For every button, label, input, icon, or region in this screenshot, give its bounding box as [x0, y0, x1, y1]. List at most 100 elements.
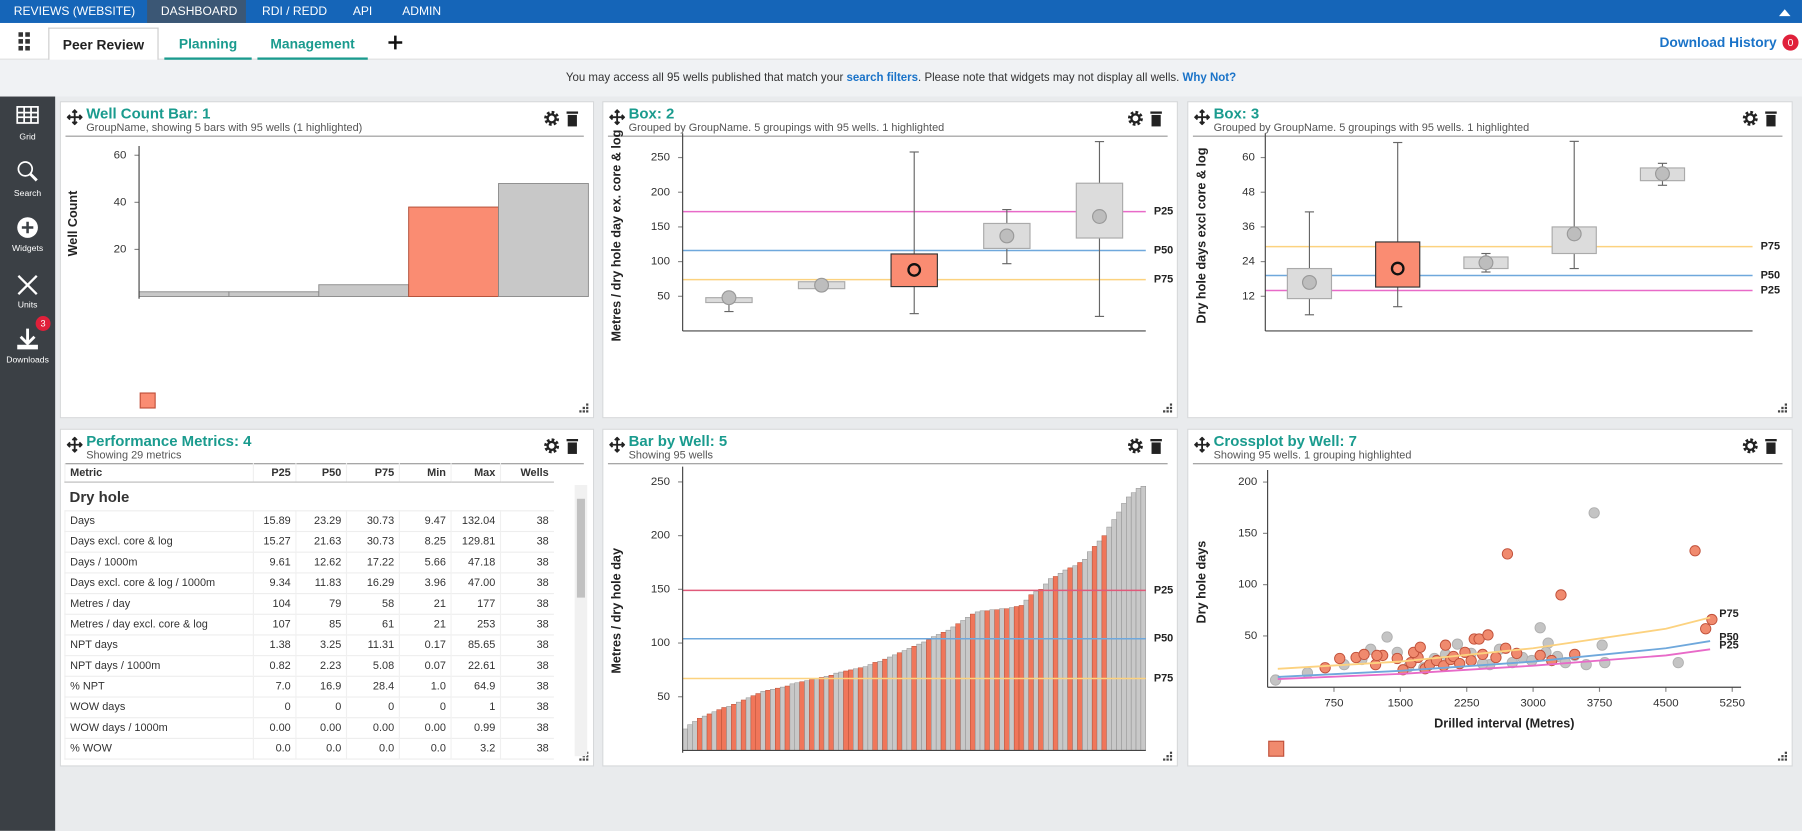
section-title: Dry hole — [64, 482, 554, 512]
widget-title: Well Count Bar: 1 — [86, 104, 211, 122]
column-header: P25 — [252, 463, 296, 483]
widget-subtitle: GroupName, showing 5 bars with 95 wells … — [86, 121, 363, 135]
move-handle[interactable] — [1194, 436, 1211, 453]
resize-handle[interactable] — [579, 403, 589, 413]
add-tab[interactable] — [387, 34, 403, 50]
cell: 177 — [450, 593, 501, 615]
download-history[interactable]: Download History — [1659, 34, 1777, 51]
collapse-icon[interactable] — [1777, 5, 1793, 19]
cell: Days excl. core & log — [64, 531, 254, 553]
cell: 21 — [398, 593, 452, 615]
cell: 107 — [252, 614, 296, 636]
table-row: WOW days / 1000m 0.00 0.00 0.00 0.00 0.99 38 — [64, 717, 554, 739]
notice-text: . Please note that widgets may not displ… — [918, 71, 1180, 85]
cell: NPT days / 1000m — [64, 655, 254, 677]
sidebar-icons — [16, 106, 39, 350]
apps-icon[interactable] — [18, 32, 34, 51]
sidebar-label[interactable]: Grid — [19, 131, 36, 142]
cell: 104 — [252, 593, 296, 615]
cell: 0 — [252, 697, 296, 719]
search-filters-link[interactable]: search filters — [846, 71, 919, 85]
why-not-link[interactable]: Why Not? — [1182, 71, 1237, 85]
widget-actions[interactable] — [1741, 109, 1780, 127]
widget-title: Box: 3 — [1213, 104, 1260, 122]
column-header: Min — [398, 463, 452, 483]
widget-subtitle: Grouped by GroupName. 5 groupings with 9… — [628, 121, 945, 135]
move-handle[interactable] — [1194, 109, 1211, 126]
resize-handle[interactable] — [1163, 751, 1173, 761]
cell: 38 — [499, 552, 554, 574]
metrics-table: Metric P25 P50 P75 Min Max Wells Dry hole Days 15… — [64, 463, 554, 760]
cell: NPT days — [64, 634, 254, 657]
cell: 85 — [295, 614, 347, 636]
move-handle[interactable] — [609, 109, 626, 126]
widget: Bar by Well: 5 Showing 95 wells — [602, 428, 1178, 767]
widget: Box: 3 Grouped by GroupName. 5 groupings … — [1187, 101, 1793, 419]
widget-title: Performance Metrics: 4 — [86, 432, 252, 450]
sub-tab[interactable]: Management — [257, 28, 368, 60]
top-tab[interactable]: REVIEWS (WEBSITE) — [13, 4, 136, 19]
widget-title: Box: 2 — [628, 104, 675, 122]
cell: 58 — [345, 593, 400, 615]
widget-actions[interactable] — [1741, 437, 1780, 455]
download-badge: 0 — [1782, 34, 1799, 51]
cell: % NPT — [64, 676, 254, 698]
column-header: P75 — [345, 463, 400, 483]
widget-actions[interactable] — [542, 109, 581, 127]
cell: 61 — [345, 614, 400, 636]
sidebar-badge: 3 — [35, 316, 51, 331]
sidebar-label[interactable]: Downloads — [6, 354, 49, 365]
cell: 0.82 — [252, 655, 296, 677]
resize-handle[interactable] — [1777, 403, 1788, 413]
sidebar-label[interactable]: Search — [13, 187, 42, 199]
sidebar-label[interactable]: Widgets — [12, 243, 44, 254]
resize-handle[interactable] — [1777, 751, 1788, 761]
resize-handle[interactable] — [1163, 403, 1173, 413]
cell: 0.00 — [345, 717, 400, 739]
table-row: Days 15.89 23.29 30.73 9.47 132.04 38 — [64, 510, 554, 533]
widget-subtitle: Showing 95 wells. 1 grouping highlighted — [1213, 449, 1412, 462]
divider — [607, 463, 1168, 465]
cell: 38 — [499, 510, 554, 533]
widget-actions[interactable] — [542, 437, 581, 455]
table-row: NPT days 1.38 3.25 11.31 0.17 85.65 38 — [64, 634, 554, 657]
cell: WOW days — [64, 697, 254, 719]
table-row: WOW days 0 0 0 0 1 38 — [64, 697, 554, 719]
cell: 3.2 — [450, 738, 501, 760]
scroll-thumb — [576, 498, 585, 598]
widget-actions[interactable] — [1126, 109, 1165, 127]
move-handle[interactable] — [609, 436, 626, 453]
sub-tab[interactable]: Planning — [164, 28, 252, 60]
cell: 38 — [499, 531, 554, 553]
table-row: Metres / day 104 79 58 21 177 38 — [64, 593, 554, 615]
cell: 16.29 — [345, 572, 400, 595]
sub-nav — [0, 22, 1802, 60]
cell: 21.63 — [295, 531, 347, 553]
cell: 253 — [450, 614, 501, 636]
top-tab[interactable]: ADMIN — [402, 4, 442, 19]
top-tab[interactable]: DASHBOARD — [160, 4, 238, 19]
cell: 5.66 — [398, 552, 452, 574]
widget-title: Crossplot by Well: 7 — [1213, 432, 1357, 450]
top-tab[interactable]: RDI / REDD — [262, 4, 328, 19]
cell: 9.47 — [398, 510, 452, 533]
notice-bar — [0, 59, 1802, 97]
table-row: Days / 1000m 9.61 12.62 17.22 5.66 47.18 38 — [64, 552, 554, 574]
top-tab[interactable]: API — [352, 4, 373, 19]
cell: Days excl. core & log / 1000m — [64, 572, 254, 595]
sidebar-label[interactable]: Units — [17, 299, 38, 310]
move-handle[interactable] — [66, 109, 83, 126]
resize-handle[interactable] — [579, 751, 589, 761]
widget-actions[interactable] — [1126, 437, 1165, 455]
header-row: Metric P25 P50 P75 Min Max Wells — [64, 463, 554, 483]
move-handle[interactable] — [66, 436, 83, 453]
divider — [607, 135, 1168, 137]
cell: 38 — [499, 717, 554, 739]
cell: 8.25 — [398, 531, 452, 553]
sub-tab[interactable]: Peer Review — [48, 27, 159, 60]
cell: 23.29 — [295, 510, 347, 533]
column-header: Metric — [64, 463, 254, 483]
divider — [65, 135, 584, 137]
cell: 2.23 — [295, 655, 347, 677]
